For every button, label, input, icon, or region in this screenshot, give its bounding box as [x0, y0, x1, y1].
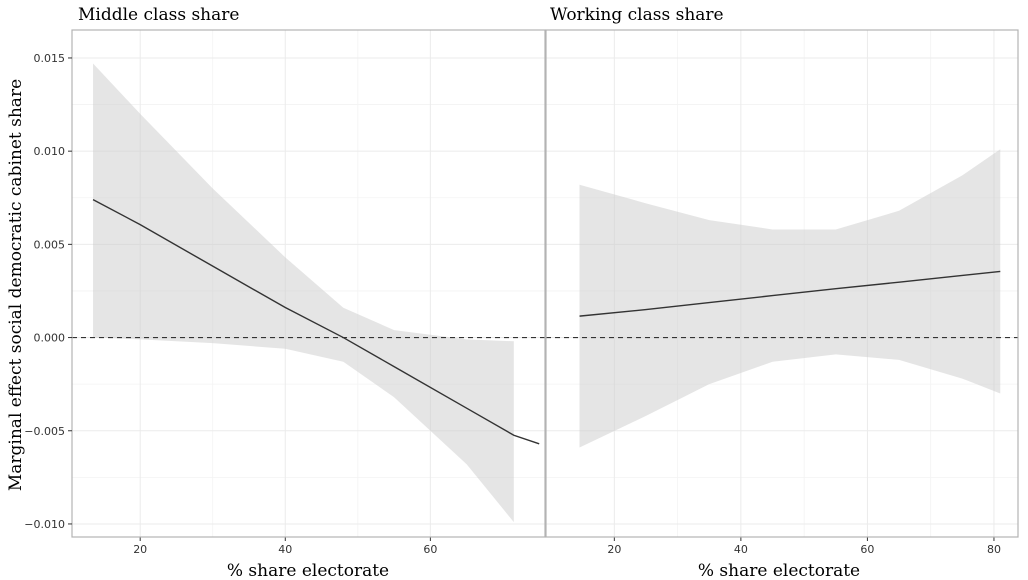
x-tick-label: 60 [423, 543, 437, 556]
marginal-effect-line [579, 270, 1001, 317]
panel-title-working-class: Working class share [550, 5, 724, 25]
confidence-band [579, 149, 1001, 448]
y-tick-label: 0.015 [34, 52, 66, 65]
x-tick-label: 20 [133, 543, 147, 556]
y-tick-label: 0.000 [34, 332, 66, 345]
x-tick-label: 40 [734, 543, 748, 556]
x-axis-title-middle-class: % share electorate [227, 561, 389, 580]
x-tick-label: 40 [278, 543, 292, 556]
confidence-band [93, 63, 514, 523]
y-axis-title: Marginal effect social democratic cabine… [6, 79, 26, 491]
x-tick-label: 80 [987, 543, 1001, 556]
x-tick-label: 20 [607, 543, 621, 556]
panel-border [71, 29, 546, 538]
panel-1: 20 40 60 80 [545, 29, 1019, 556]
marginal-effect-line [92, 199, 540, 445]
panel-title-middle-class: Middle class share [78, 5, 239, 25]
x-tick-label: 60 [860, 543, 874, 556]
x-axis-title-working-class: % share electorate [698, 561, 860, 580]
y-tick-label: −0.010 [24, 518, 65, 531]
y-tick-label: 0.005 [34, 238, 66, 251]
y-tick-label: −0.005 [24, 425, 65, 438]
panel-border [545, 29, 1019, 538]
panels: 20 40 60 20 40 60 80 −0.010 −0.005 0.000 0.005 0.01… [24, 29, 1019, 556]
y-tick-label: 0.010 [34, 145, 66, 158]
panel-0: 20 40 60 [71, 29, 546, 556]
